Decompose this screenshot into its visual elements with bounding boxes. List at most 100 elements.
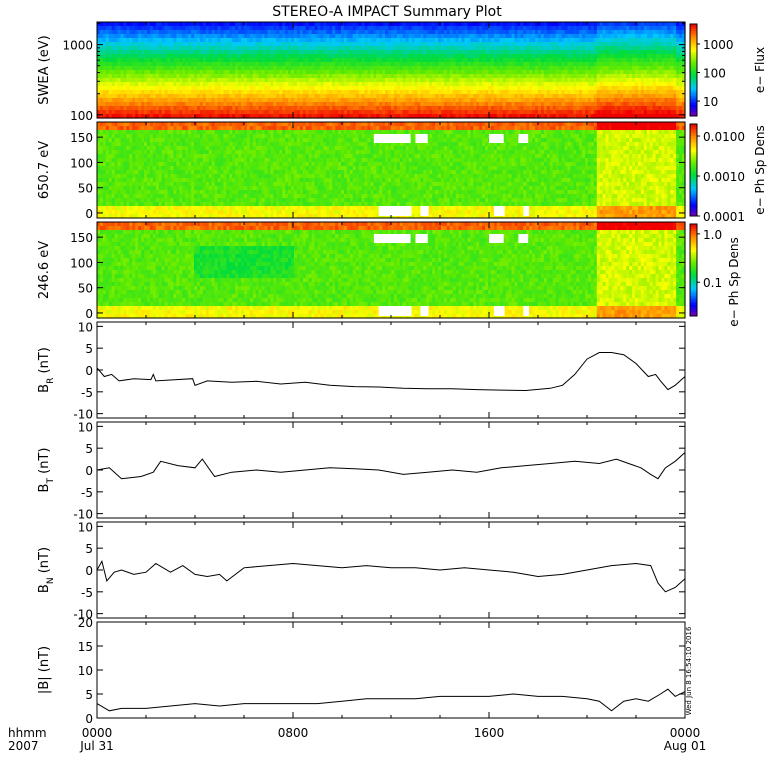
swea-spectrogram-cell xyxy=(138,94,142,99)
swea-spectrogram-cell xyxy=(179,58,183,63)
swea-spectrogram-cell xyxy=(285,62,289,67)
swea-spectrogram-cell xyxy=(164,98,169,103)
swea-spectrogram-cell xyxy=(182,34,186,39)
swea-spectrogram-cell xyxy=(211,50,216,55)
swea-spectrogram-cell xyxy=(173,102,177,107)
swea-spectrogram-cell xyxy=(314,22,319,27)
swea-spectrogram-cell xyxy=(114,54,119,59)
swea-spectrogram-cell xyxy=(238,34,242,39)
swea-spectrogram-cell xyxy=(326,102,330,107)
swea-spectrogram-cell xyxy=(149,34,154,39)
swea-spectrogram-cell xyxy=(161,34,166,39)
swea-spectrogram-cell xyxy=(244,26,248,31)
swea-spectrogram-cell xyxy=(188,78,192,83)
swea-spectrogram-cell xyxy=(232,98,236,103)
swea-spectrogram-cell xyxy=(167,66,172,71)
swea-spectrogram-cell xyxy=(244,22,248,27)
swea-spectrogram-cell xyxy=(117,50,122,55)
swea-spectrogram-cell xyxy=(185,50,189,55)
swea-spectrogram-cell xyxy=(220,30,225,35)
swea-spectrogram-cell xyxy=(258,86,263,91)
swea-spectrogram-cell xyxy=(129,94,133,99)
swea-spectrogram-cell xyxy=(185,66,189,71)
swea-spectrogram-cell xyxy=(258,30,263,35)
swea-spectrogram-cell xyxy=(179,30,183,35)
swea-spectrogram-cell xyxy=(108,62,113,67)
swea-spectrogram-cell xyxy=(144,30,148,35)
swea-spectrogram-cell xyxy=(120,66,125,71)
swea-spectrogram-cell xyxy=(97,34,101,39)
swea-spectrogram-cell xyxy=(252,58,257,63)
swea-spectrogram-cell xyxy=(196,42,201,47)
swea-spectrogram-cell xyxy=(176,74,180,79)
swea-spectrogram-cell xyxy=(149,22,154,27)
swea-spectrogram-cell xyxy=(123,62,127,67)
swea-spectrogram-cell xyxy=(167,114,172,119)
swea-spectrogram-cell xyxy=(191,54,195,59)
swea-spectrogram-cell xyxy=(285,54,289,59)
swea-spectrogram-cell xyxy=(149,102,154,107)
swea-spectrogram-cell xyxy=(279,82,283,87)
swea-spectrogram-cell xyxy=(149,58,154,63)
swea-spectrogram-cell xyxy=(102,22,107,27)
swea-spectrogram-cell xyxy=(202,42,207,47)
swea-spectrogram-cell xyxy=(170,22,175,27)
swea-ylabel: SWEA (eV) xyxy=(37,35,52,104)
swea-spectrogram-cell xyxy=(132,110,136,115)
swea-spectrogram-cell xyxy=(246,98,251,103)
swea-spectrogram-cell xyxy=(249,106,254,111)
swea-spectrogram-cell xyxy=(302,102,307,107)
swea-spectrogram-cell xyxy=(288,110,292,115)
swea-spectrogram-cell xyxy=(320,62,324,67)
swea-spectrogram-cell xyxy=(255,66,260,71)
swea-spectrogram-cell xyxy=(249,90,254,95)
swea-spectrogram-cell xyxy=(226,94,230,99)
swea-spectrogram-cell xyxy=(173,58,177,63)
swea-spectrogram-cell xyxy=(226,74,230,79)
swea-spectrogram-cell xyxy=(261,70,266,75)
swea-spectrogram-cell xyxy=(188,70,192,75)
swea-spectrogram-cell xyxy=(191,22,195,27)
swea-spectrogram-cell xyxy=(111,90,116,95)
swea-spectrogram-cell xyxy=(108,78,113,83)
swea-spectrogram-cell xyxy=(202,114,207,119)
swea-spectrogram-cell xyxy=(141,30,145,35)
swea-spectrogram-cell xyxy=(320,102,324,107)
swea-spectrogram-cell xyxy=(105,98,110,103)
swea-spectrogram-cell xyxy=(308,26,313,31)
swea-spectrogram-cell xyxy=(152,114,157,119)
swea-spectrogram-cell xyxy=(141,94,145,99)
swea-spectrogram-cell xyxy=(173,110,177,115)
swea-spectrogram-cell xyxy=(241,42,245,47)
swea-spectrogram-cell xyxy=(182,26,186,31)
swea-spectrogram-cell xyxy=(179,38,183,43)
swea-spectrogram-cell xyxy=(144,26,148,31)
swea-spectrogram-cell xyxy=(273,94,277,99)
swea-spectrogram-cell xyxy=(164,66,169,71)
swea-spectrogram-cell xyxy=(173,54,177,59)
swea-spectrogram-cell xyxy=(132,46,136,51)
swea-spectrogram-cell xyxy=(288,98,292,103)
swea-spectrogram-cell xyxy=(167,70,172,75)
swea-spectrogram-cell xyxy=(120,30,125,35)
swea-spectrogram-cell xyxy=(246,26,251,31)
swea-spectrogram-cell xyxy=(332,30,336,35)
swea-spectrogram-cell xyxy=(244,86,248,91)
swea-spectrogram-cell xyxy=(164,54,169,59)
swea-spectrogram-cell xyxy=(194,62,198,67)
swea-spectrogram-cell xyxy=(182,82,186,87)
swea-spectrogram-cell xyxy=(114,102,119,107)
swea-spectrogram-cell xyxy=(185,106,189,111)
swea-spectrogram-cell xyxy=(255,74,260,79)
swea-spectrogram-cell xyxy=(229,74,233,79)
swea-spectrogram-cell xyxy=(132,34,136,39)
swea-spectrogram-cell xyxy=(167,22,172,27)
swea-spectrogram-cell xyxy=(285,102,289,107)
swea-spectrogram-cell xyxy=(261,26,266,31)
swea-spectrogram-cell xyxy=(323,78,327,83)
swea-spectrogram-cell xyxy=(288,30,292,35)
swea-spectrogram-cell xyxy=(102,26,107,31)
swea-spectrogram-cell xyxy=(226,34,230,39)
swea-spectrogram-cell xyxy=(258,82,263,87)
swea-spectrogram-cell xyxy=(249,86,254,91)
